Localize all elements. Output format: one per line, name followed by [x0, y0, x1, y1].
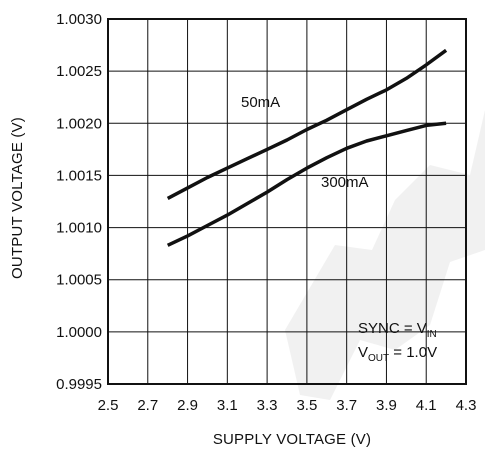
y-tick-label: 1.0015	[56, 167, 102, 184]
series-label-50mA: 50mA	[241, 94, 280, 111]
watermark-shape	[285, 110, 485, 400]
x-axis-title: SUPPLY VOLTAGE (V)	[213, 431, 371, 448]
x-tick-label: 3.7	[336, 397, 357, 414]
y-tick-labels: 0.9995 1.0000 1.0005 1.0010 1.0015 1.0020 1.00…	[56, 11, 102, 393]
series-line-50mA	[166, 48, 448, 200]
y-axis-title: OUTPUT VOLTAGE (V)	[9, 117, 26, 279]
x-tick-label: 2.7	[137, 397, 158, 414]
x-tick-label: 3.1	[217, 397, 238, 414]
series-layer	[166, 48, 448, 247]
plot-frame	[107, 18, 467, 385]
y-tick-label: 0.9995	[56, 376, 102, 393]
x-tick-labels: 2.5 2.7 2.9 3.1 3.3 3.5 3.7 3.9 4.1 4.3	[98, 397, 477, 414]
series-line-300mA	[166, 121, 447, 247]
y-tick-label: 1.0020	[56, 115, 102, 132]
x-tick-label: 2.5	[98, 397, 119, 414]
y-tick-label: 1.0005	[56, 272, 102, 289]
annotation-vout: VOUT = 1.0V	[358, 344, 437, 364]
x-tick-label: 3.5	[296, 397, 317, 414]
watermark	[285, 110, 485, 400]
grid	[107, 18, 467, 385]
x-tick-label: 3.9	[376, 397, 397, 414]
x-tick-label: 4.3	[456, 397, 477, 414]
annotation-sync: SYNC = VIN	[358, 320, 437, 340]
x-tick-label: 3.3	[257, 397, 278, 414]
x-tick-label: 2.9	[177, 397, 198, 414]
y-tick-label: 1.0025	[56, 63, 102, 80]
y-tick-label: 1.0010	[56, 220, 102, 237]
y-tick-label: 1.0000	[56, 324, 102, 341]
y-tick-label: 1.0030	[56, 11, 102, 28]
series-label-300mA: 300mA	[321, 174, 369, 191]
x-tick-label: 4.1	[416, 397, 437, 414]
